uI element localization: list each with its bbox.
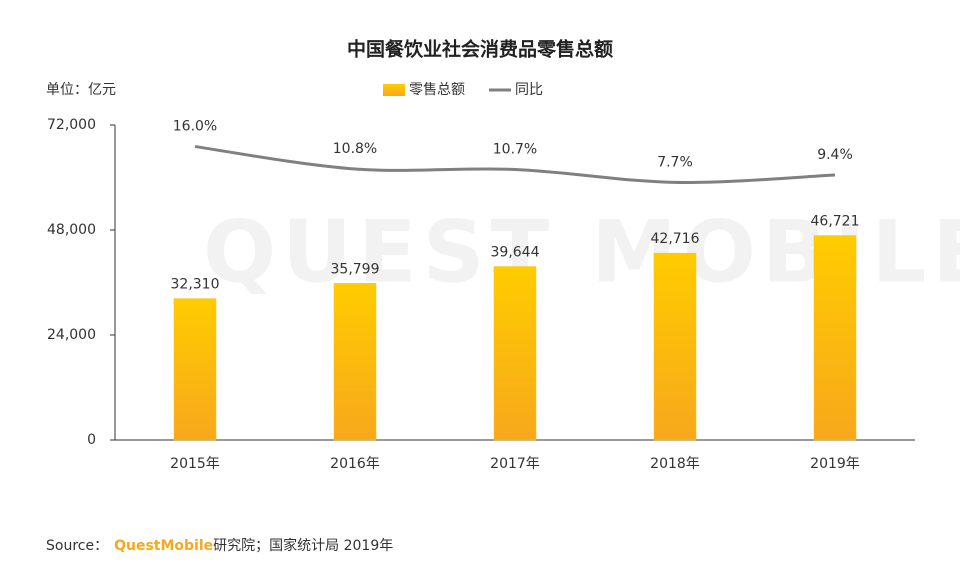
bar bbox=[333, 283, 377, 441]
y-tick-label: 72,000 bbox=[47, 117, 96, 133]
x-tick-label: 2018年 bbox=[650, 456, 700, 472]
bar-value-label: 46,721 bbox=[811, 214, 860, 230]
line-value-label: 9.4% bbox=[817, 147, 853, 163]
unit-label: 单位：亿元 bbox=[46, 82, 116, 98]
bar-value-label: 35,799 bbox=[331, 261, 380, 277]
legend-swatch bbox=[383, 84, 405, 96]
line-value-label: 7.7% bbox=[657, 154, 693, 170]
x-tick-label: 2016年 bbox=[330, 456, 380, 472]
y-tick-label: 48,000 bbox=[47, 222, 96, 238]
legend-label: 同比 bbox=[515, 82, 543, 98]
source: Source： QuestMobile研究院；国家统计局 2019年 bbox=[46, 537, 393, 554]
bar-value-label: 32,310 bbox=[171, 277, 220, 293]
y-tick-label: 0 bbox=[87, 432, 96, 448]
line-value-label: 16.0% bbox=[173, 119, 217, 135]
source-prefix: Source： bbox=[46, 538, 108, 554]
x-tick-label: 2015年 bbox=[170, 456, 220, 472]
bar bbox=[493, 266, 537, 441]
bar bbox=[173, 298, 217, 441]
bar bbox=[813, 235, 857, 441]
bar-value-label: 42,716 bbox=[651, 231, 700, 247]
line-value-label: 10.7% bbox=[493, 141, 537, 157]
source-rest: 研究院；国家统计局 2019年 bbox=[213, 537, 393, 554]
y-tick-label: 24,000 bbox=[47, 327, 96, 343]
line-value-label: 10.8% bbox=[333, 141, 377, 157]
chart-title: 中国餐饮业社会消费品零售总额 bbox=[347, 38, 613, 61]
bar-value-label: 39,644 bbox=[491, 245, 540, 261]
x-tick-label: 2019年 bbox=[810, 456, 860, 472]
line bbox=[194, 145, 836, 184]
x-tick-label: 2017年 bbox=[490, 456, 540, 472]
legend-label: 零售总额 bbox=[409, 82, 465, 98]
source-brand: QuestMobile bbox=[114, 538, 213, 554]
bar bbox=[653, 252, 697, 441]
